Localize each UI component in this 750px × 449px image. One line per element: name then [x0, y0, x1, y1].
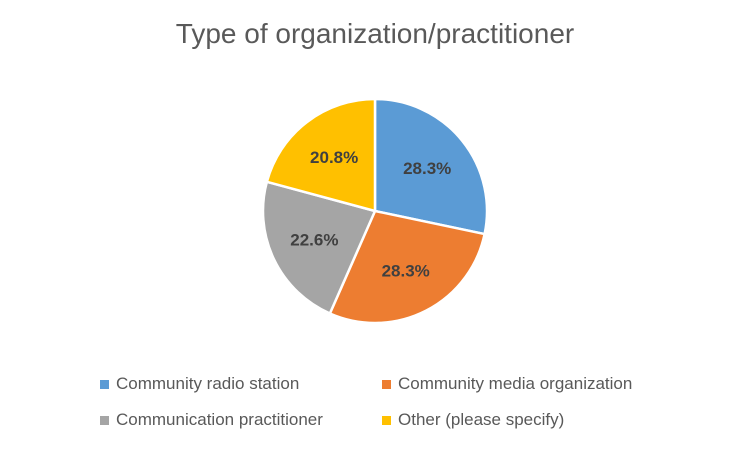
pie-slice-1 [328, 209, 486, 325]
legend-label: Other (please specify) [398, 410, 565, 429]
legend-swatch [100, 415, 109, 425]
pie-data-labels: 28.3% 28.3% 22.6% 20.8% [290, 148, 451, 280]
legend-swatch [382, 379, 391, 389]
legend-item-community-radio-station: Community radio station [100, 372, 299, 396]
legend-label: Communication practitioner [116, 410, 323, 429]
legend-item-communication-practitioner: Communication practitioner [100, 408, 323, 432]
data-label-3: 20.8% [310, 148, 358, 167]
legend-swatch [100, 379, 109, 389]
data-label-2: 22.6% [290, 230, 338, 249]
legend: Community radio station Community media … [100, 370, 700, 440]
pie-slice-0 [373, 97, 489, 236]
data-label-1: 28.3% [382, 261, 430, 280]
legend-item-other-please-specify: Other (please specify) [382, 408, 564, 432]
pie-slice-2 [261, 180, 377, 315]
chart-title: Type of organization/practitioner [175, 18, 575, 49]
legend-swatch [382, 415, 391, 425]
pie-slices [261, 97, 489, 325]
legend-label: Community media organization [398, 374, 633, 393]
legend-item-community-media-organization: Community media organization [382, 372, 632, 396]
pie-slice-3 [265, 97, 377, 213]
legend-label: Community radio station [116, 374, 300, 393]
data-label-0: 28.3% [403, 159, 451, 178]
